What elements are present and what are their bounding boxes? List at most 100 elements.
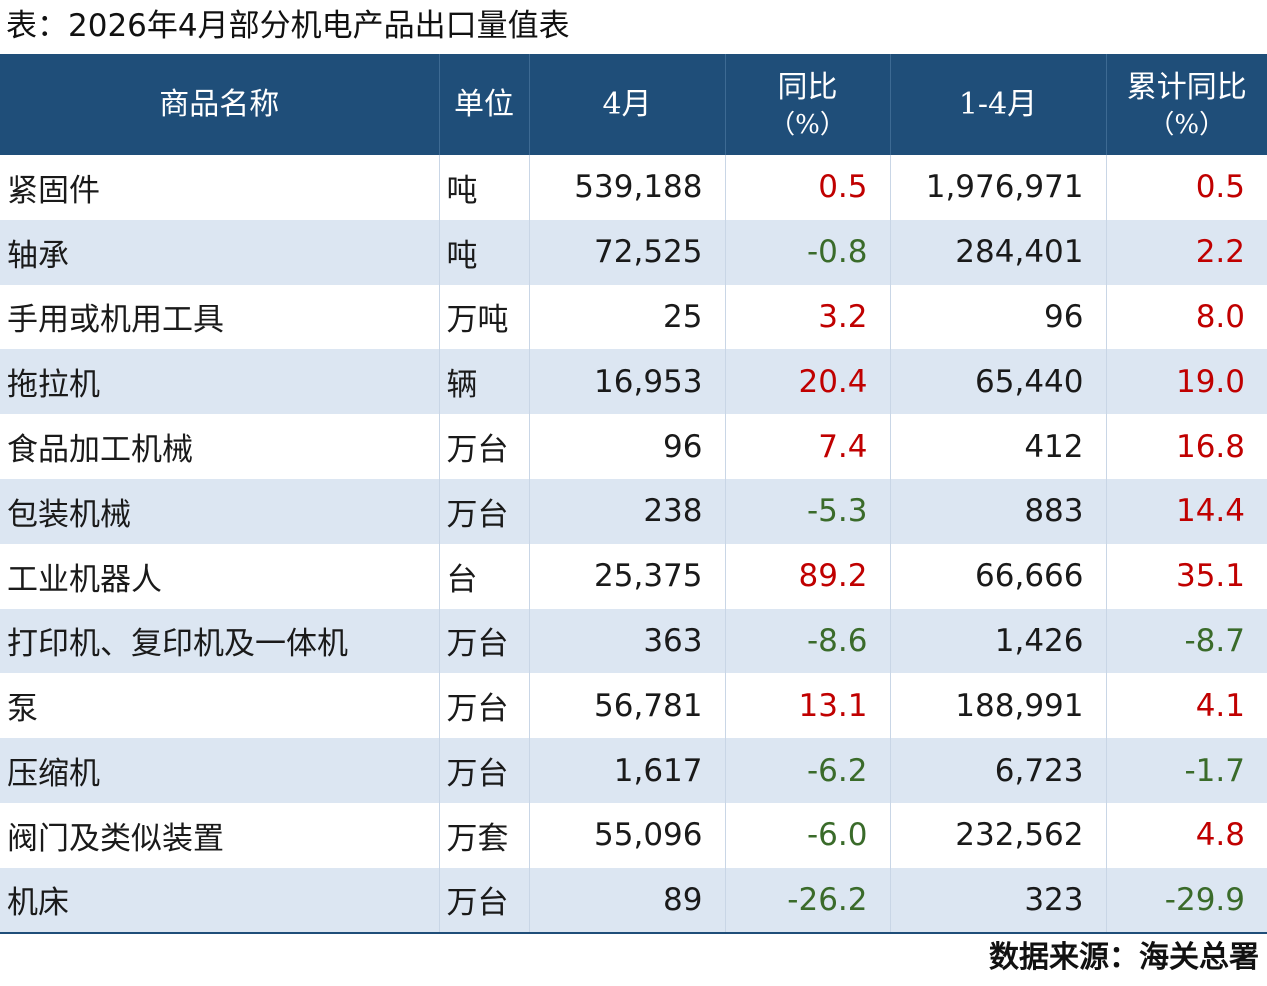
ytd-value-cell: 6,723	[890, 738, 1107, 803]
data-source: 数据来源：海关总署	[989, 940, 1259, 975]
yoy-value-cell: -8.6	[725, 608, 891, 674]
ytd-value-cell: 1,426	[890, 608, 1107, 674]
ytd-yoy-value-cell: 4.8	[1195, 817, 1245, 854]
yoy-value-cell: -0.8	[725, 219, 891, 285]
april-value-cell: 55,096	[529, 802, 726, 868]
ytd-value-cell: 883	[890, 478, 1107, 544]
table-header: 商品名称 单位 4月 同比 （%） 1-4月 累计同比 （%）	[0, 54, 1267, 155]
april-value-cell: 1,617	[529, 738, 726, 803]
april-value-cell: 89	[529, 867, 726, 934]
ytd-yoy-value-cell: 0.5	[1195, 169, 1245, 206]
table-row: 阀门及类似装置 万套 55,096 -6.0 232,562 4.8	[0, 802, 1267, 868]
yoy-value-cell: -5.3	[725, 478, 891, 544]
unit-cell: 辆	[439, 349, 530, 415]
ytd-value-cell: 232,562	[890, 802, 1107, 868]
yoy-value-cell: 3.2	[725, 284, 891, 350]
product-name-cell: 压缩机	[0, 738, 440, 803]
table-row: 泵万台 56,781 13.1 188,991 4.1	[0, 673, 1267, 739]
unit-cell: 吨	[439, 155, 530, 220]
header-ytd-yoy-label: 累计同比	[1126, 69, 1247, 105]
header-april: 4月	[529, 54, 726, 155]
april-value-cell: 96	[529, 414, 726, 479]
unit-cell: 万台	[439, 608, 530, 674]
unit-cell: 万台	[439, 478, 530, 544]
header-ytd-label: 1-4月	[958, 86, 1038, 122]
ytd-yoy-value-cell: 8.0	[1195, 298, 1245, 335]
header-unit: 单位	[439, 54, 530, 155]
unit-cell: 万吨	[439, 284, 530, 350]
ytd-yoy-value-cell: 4.1	[1195, 687, 1245, 724]
ytd-value-cell: 1,976,971	[890, 155, 1107, 220]
april-value-cell: 539,188	[529, 155, 726, 220]
product-name-cell: 手用或机用工具	[0, 284, 440, 350]
table-row: 轴承吨 72,525 -0.8 284,401 2.2	[0, 219, 1267, 285]
table-row: 紧固件吨 539,188 0.5 1,976,971 0.5	[0, 155, 1267, 220]
unit-cell: 万台	[439, 414, 530, 479]
april-value-cell: 363	[529, 608, 726, 674]
table-row: 拖拉机辆 16,953 20.4 65,440 19.0	[0, 349, 1267, 415]
yoy-value-cell: -6.0	[725, 802, 891, 868]
ytd-value-cell: 284,401	[890, 219, 1107, 285]
unit-cell: 万台	[439, 673, 530, 739]
product-name-cell: 食品加工机械	[0, 414, 440, 479]
yoy-value-cell: 7.4	[725, 414, 891, 479]
header-ytd-yoy-unit: （%）	[1148, 109, 1226, 140]
product-name-cell: 拖拉机	[0, 349, 440, 415]
table-title: 表：2026年4月部分机电产品出口量值表	[6, 8, 570, 44]
header-product-name-label: 商品名称	[159, 86, 280, 122]
product-name-cell: 阀门及类似装置	[0, 802, 440, 868]
ytd-yoy-value-cell: -1.7	[1184, 752, 1246, 789]
table-body: 紧固件吨 539,188 0.5 1,976,971 0.5 轴承吨 72,525 -0.8 2…	[0, 155, 1267, 934]
ytd-yoy-value-cell: 19.0	[1175, 363, 1245, 400]
yoy-value-cell: -26.2	[725, 867, 891, 934]
table-row: 压缩机 万台 1,617 -6.2 6,723 -1.7	[0, 738, 1267, 803]
april-value-cell: 16,953	[529, 349, 726, 415]
ytd-value-cell: 66,666	[890, 543, 1107, 609]
product-name-cell: 包装机械	[0, 478, 440, 544]
april-value-cell: 25,375	[529, 543, 726, 609]
header-yoy: 同比 （%）	[725, 54, 891, 155]
header-yoy-label: 同比	[777, 69, 838, 105]
ytd-yoy-value-cell: 14.4	[1175, 493, 1245, 530]
ytd-yoy-value-cell: 16.8	[1175, 428, 1245, 465]
ytd-value-cell: 412	[890, 414, 1107, 479]
april-value-cell: 72,525	[529, 219, 726, 285]
product-name-cell: 泵	[0, 673, 440, 739]
april-value-cell: 25	[529, 284, 726, 350]
yoy-value-cell: -6.2	[725, 738, 891, 803]
ytd-value-cell: 96	[890, 284, 1107, 350]
ytd-value-cell: 65,440	[890, 349, 1107, 415]
product-name-cell: 机床	[0, 867, 440, 934]
header-ytd: 1-4月	[890, 54, 1107, 155]
product-name-cell: 工业机器人	[0, 543, 440, 609]
ytd-yoy-value-cell: -29.9	[1106, 867, 1267, 934]
table-row: 工业机器人台 25,375 89.2 66,666 35.1	[0, 543, 1267, 609]
header-row: 商品名称 单位 4月 同比 （%） 1-4月 累计同比 （%）	[0, 54, 1267, 155]
unit-cell: 台	[439, 543, 530, 609]
yoy-value-cell: 89.2	[725, 543, 891, 609]
unit-cell: 万套	[439, 802, 530, 868]
ytd-yoy-value-cell: -8.7	[1184, 622, 1246, 659]
unit-cell: 吨	[439, 219, 530, 285]
header-product-name: 商品名称	[0, 54, 440, 155]
ytd-value-cell: 188,991	[890, 673, 1107, 739]
april-value-cell: 56,781	[529, 673, 726, 739]
april-value-cell: 238	[529, 478, 726, 544]
header-unit-label: 单位	[454, 86, 514, 122]
header-yoy-unit: （%）	[769, 109, 846, 140]
product-name-cell: 打印机、复印机及一体机	[0, 608, 440, 674]
ytd-yoy-value-cell: 2.2	[1195, 234, 1245, 271]
unit-cell: 万台	[439, 867, 530, 934]
table-row: 包装机械 万台 238 -5.3 883 14.4	[0, 478, 1267, 544]
table-row: 手用或机用工具 万吨 25 3.2 96 8.0	[0, 284, 1267, 350]
yoy-value-cell: 20.4	[725, 349, 891, 415]
table-row: 打印机、复印机及一体机 万台 363 -8.6 1,426 -8.7	[0, 608, 1267, 674]
table-row: 机床 万台 89 -26.2 323 -29.9	[0, 867, 1267, 934]
ytd-yoy-value-cell: 35.1	[1175, 558, 1245, 595]
unit-cell: 万台	[439, 738, 530, 803]
yoy-value-cell: 13.1	[725, 673, 891, 739]
header-april-label: 4月	[602, 86, 652, 122]
export-table: 商品名称 单位 4月 同比 （%） 1-4月 累计同比 （%） 紧固件吨 539,…	[0, 54, 1267, 934]
yoy-value-cell: 0.5	[725, 155, 891, 220]
product-name-cell: 紧固件	[0, 155, 440, 220]
